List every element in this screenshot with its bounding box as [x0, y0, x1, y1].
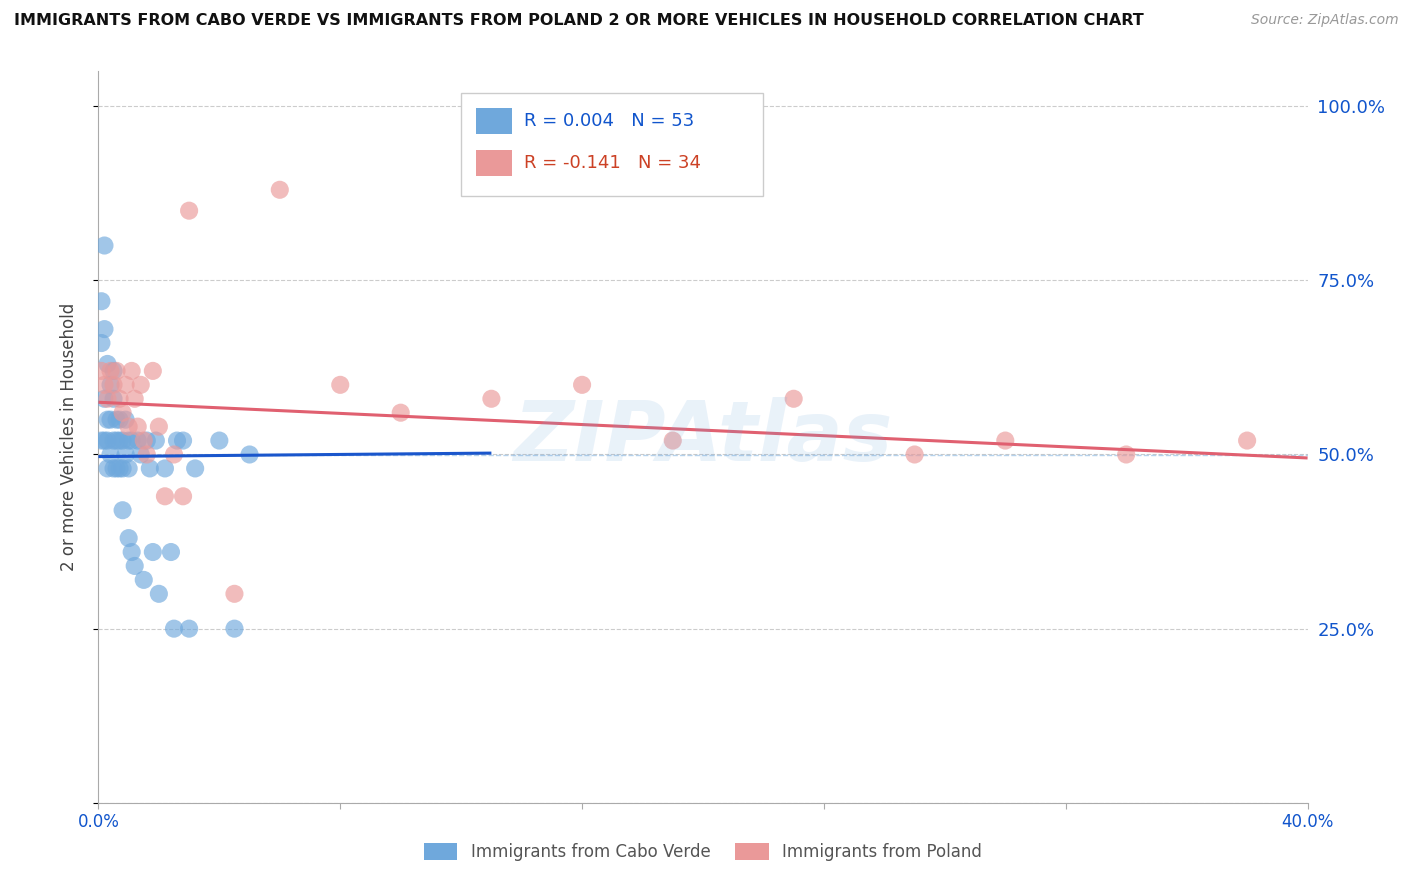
Point [994, 434, 1017, 448]
Point [105, 364, 128, 378]
Point [103, 392, 125, 406]
Point [153, 461, 176, 475]
Point [111, 461, 134, 475]
Point [172, 434, 194, 448]
Point [90, 434, 112, 448]
Point [269, 183, 291, 197]
Point [160, 545, 183, 559]
Point [103, 377, 125, 392]
Point [114, 448, 136, 462]
Point [163, 622, 186, 636]
Point [129, 448, 152, 462]
Point [142, 364, 165, 378]
Point [103, 461, 125, 475]
Point [114, 412, 136, 426]
Point [239, 448, 262, 462]
Point [135, 434, 157, 448]
Point [145, 434, 167, 448]
Point [1236, 434, 1258, 448]
Point [124, 392, 146, 406]
Point [111, 434, 134, 448]
Point [108, 434, 131, 448]
Point [93, 392, 115, 406]
Text: R = -0.141   N = 34: R = -0.141 N = 34 [524, 153, 702, 172]
Point [179, 203, 201, 218]
Point [184, 461, 207, 475]
Point [96, 434, 118, 448]
Point [148, 587, 170, 601]
Point [208, 434, 231, 448]
Point [224, 587, 246, 601]
Point [124, 558, 146, 573]
Point [93, 238, 115, 252]
Text: IMMIGRANTS FROM CABO VERDE VS IMMIGRANTS FROM POLAND 2 OR MORE VEHICLES IN HOUSE: IMMIGRANTS FROM CABO VERDE VS IMMIGRANTS… [14, 13, 1144, 29]
Text: ZIPAtlas: ZIPAtlas [513, 397, 893, 477]
Point [121, 364, 143, 378]
Point [105, 461, 128, 475]
Point [329, 377, 352, 392]
Point [118, 461, 141, 475]
Point [90, 336, 112, 351]
Point [93, 434, 115, 448]
Y-axis label: 2 or more Vehicles in Household: 2 or more Vehicles in Household [59, 303, 77, 571]
Point [127, 419, 149, 434]
Point [1115, 448, 1137, 462]
Point [93, 377, 115, 392]
Point [139, 461, 162, 475]
Point [118, 434, 141, 448]
Text: Source: ZipAtlas.com: Source: ZipAtlas.com [1251, 13, 1399, 28]
Point [96, 357, 118, 371]
Point [105, 412, 128, 426]
Point [166, 434, 188, 448]
Point [103, 434, 125, 448]
Point [108, 392, 131, 406]
Point [100, 364, 122, 378]
Point [481, 392, 503, 406]
FancyBboxPatch shape [475, 108, 512, 134]
Point [129, 377, 152, 392]
Point [108, 461, 131, 475]
Point [142, 545, 165, 559]
Point [121, 434, 143, 448]
Point [904, 448, 927, 462]
Point [224, 622, 246, 636]
Point [389, 406, 412, 420]
Point [661, 434, 683, 448]
Point [100, 412, 122, 426]
Point [172, 489, 194, 503]
Point [132, 434, 155, 448]
Point [127, 434, 149, 448]
Text: R = 0.004   N = 53: R = 0.004 N = 53 [524, 112, 695, 130]
Point [90, 364, 112, 378]
Point [96, 461, 118, 475]
Point [108, 412, 131, 426]
Point [153, 489, 176, 503]
Point [111, 503, 134, 517]
Point [105, 434, 128, 448]
Point [100, 377, 122, 392]
Point [93, 322, 115, 336]
Point [100, 448, 122, 462]
Point [121, 545, 143, 559]
FancyBboxPatch shape [475, 150, 512, 176]
Point [571, 377, 593, 392]
Point [135, 448, 157, 462]
Point [118, 419, 141, 434]
Point [96, 412, 118, 426]
Point [179, 622, 201, 636]
Legend: Immigrants from Cabo Verde, Immigrants from Poland: Immigrants from Cabo Verde, Immigrants f… [418, 836, 988, 868]
Point [103, 364, 125, 378]
Point [111, 406, 134, 420]
Point [783, 392, 806, 406]
Point [114, 377, 136, 392]
Point [163, 448, 186, 462]
Point [118, 531, 141, 545]
FancyBboxPatch shape [461, 94, 763, 195]
Point [96, 392, 118, 406]
Point [132, 573, 155, 587]
Point [148, 419, 170, 434]
Point [90, 294, 112, 309]
